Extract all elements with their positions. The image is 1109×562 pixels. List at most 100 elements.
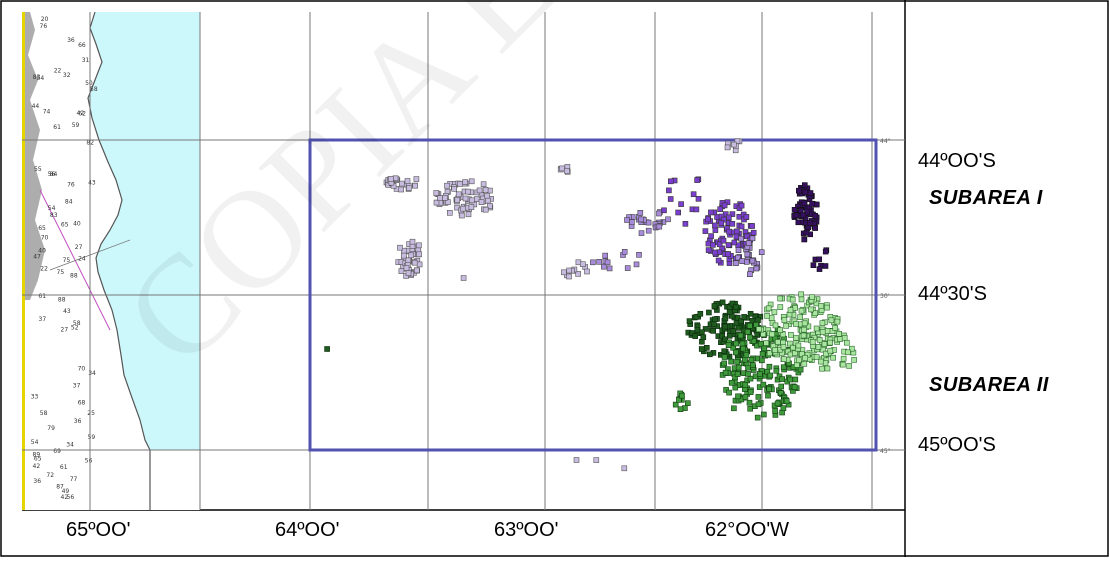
position-marker — [815, 344, 822, 350]
svg-text:32: 32 — [63, 72, 71, 79]
svg-text:88: 88 — [58, 297, 66, 304]
position-marker — [756, 371, 763, 377]
position-marker — [742, 394, 749, 400]
position-marker — [795, 219, 802, 226]
position-marker — [797, 366, 804, 373]
position-marker — [462, 179, 468, 185]
position-marker — [741, 314, 747, 320]
position-marker — [721, 202, 728, 209]
position-marker — [793, 335, 799, 341]
position-marker — [705, 247, 712, 253]
position-marker — [747, 271, 753, 278]
position-marker — [777, 327, 784, 333]
svg-text:72: 72 — [46, 472, 54, 479]
position-marker — [824, 328, 831, 334]
position-marker — [722, 369, 729, 376]
position-marker — [667, 196, 674, 202]
position-marker — [722, 323, 728, 330]
position-marker — [457, 181, 463, 187]
svg-text:65: 65 — [38, 225, 46, 232]
position-marker — [840, 355, 847, 362]
position-marker — [413, 267, 420, 274]
position-marker — [745, 364, 751, 371]
position-marker — [812, 310, 819, 317]
position-marker — [816, 256, 823, 263]
position-marker — [566, 273, 572, 280]
svg-text:33: 33 — [31, 394, 39, 401]
position-marker — [738, 318, 744, 324]
svg-text:56: 56 — [48, 171, 56, 178]
position-marker — [729, 221, 736, 227]
position-marker — [718, 220, 725, 226]
svg-text:76: 76 — [40, 23, 48, 30]
position-marker — [559, 165, 565, 172]
position-marker — [843, 339, 850, 346]
position-marker — [733, 260, 739, 266]
position-marker — [437, 195, 443, 201]
position-marker — [800, 332, 807, 339]
position-marker — [787, 307, 794, 314]
position-marker — [719, 333, 726, 340]
position-marker — [661, 207, 667, 214]
svg-text:52: 52 — [71, 325, 79, 332]
position-marker — [733, 320, 740, 326]
position-marker — [761, 345, 768, 352]
svg-text:83: 83 — [33, 74, 41, 81]
position-marker — [755, 394, 762, 400]
position-marker — [451, 186, 458, 192]
position-marker — [748, 356, 755, 363]
position-marker — [851, 357, 857, 363]
position-marker — [735, 364, 742, 371]
position-marker — [408, 252, 415, 259]
position-marker — [734, 359, 740, 365]
position-marker — [677, 406, 684, 413]
position-marker — [766, 363, 773, 370]
svg-text:70: 70 — [41, 235, 49, 242]
position-marker — [442, 195, 448, 201]
position-marker — [667, 178, 674, 185]
land-coast — [22, 12, 45, 300]
position-marker — [819, 329, 826, 335]
position-marker — [575, 271, 581, 277]
position-marker — [789, 296, 796, 303]
chart-edge-ticks: 44° 30' 45° — [880, 138, 891, 455]
position-marker — [476, 187, 483, 194]
position-marker — [726, 228, 732, 235]
position-marker — [745, 240, 752, 246]
position-marker — [821, 341, 828, 347]
position-marker — [729, 211, 736, 217]
subarea-ii-label: SUBAREA II — [929, 374, 1049, 396]
position-marker — [798, 296, 805, 303]
position-marker — [596, 258, 602, 265]
position-marker — [729, 300, 736, 307]
position-marker — [725, 242, 732, 248]
longitude-label-64-00: 64ºOO' — [275, 519, 340, 541]
position-marker — [832, 325, 839, 331]
position-marker — [791, 207, 798, 213]
position-marker — [756, 326, 762, 333]
position-marker — [728, 358, 735, 365]
svg-text:83: 83 — [50, 212, 58, 219]
position-marker — [749, 362, 756, 368]
position-marker — [766, 350, 773, 357]
position-marker — [606, 265, 613, 272]
position-marker — [692, 333, 699, 339]
position-marker — [725, 342, 732, 349]
position-marker — [769, 331, 775, 338]
fishing-positions — [324, 138, 857, 472]
position-marker — [792, 350, 798, 357]
position-marker — [813, 201, 820, 208]
position-marker — [743, 352, 750, 358]
depth-soundings: 2289768266588742225633547659322465435870… — [31, 16, 98, 501]
position-marker — [388, 176, 394, 182]
position-marker — [693, 314, 700, 320]
svg-text:36: 36 — [67, 37, 75, 44]
position-marker — [758, 340, 764, 347]
position-marker — [774, 400, 781, 407]
position-marker — [433, 199, 440, 206]
position-marker — [772, 322, 779, 329]
position-marker — [645, 227, 652, 234]
position-marker — [698, 346, 705, 352]
svg-text:89: 89 — [33, 451, 41, 458]
